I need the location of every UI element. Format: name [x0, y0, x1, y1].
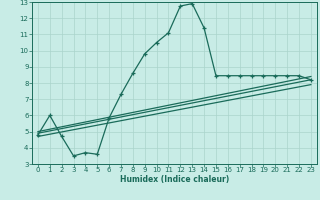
X-axis label: Humidex (Indice chaleur): Humidex (Indice chaleur)	[120, 175, 229, 184]
